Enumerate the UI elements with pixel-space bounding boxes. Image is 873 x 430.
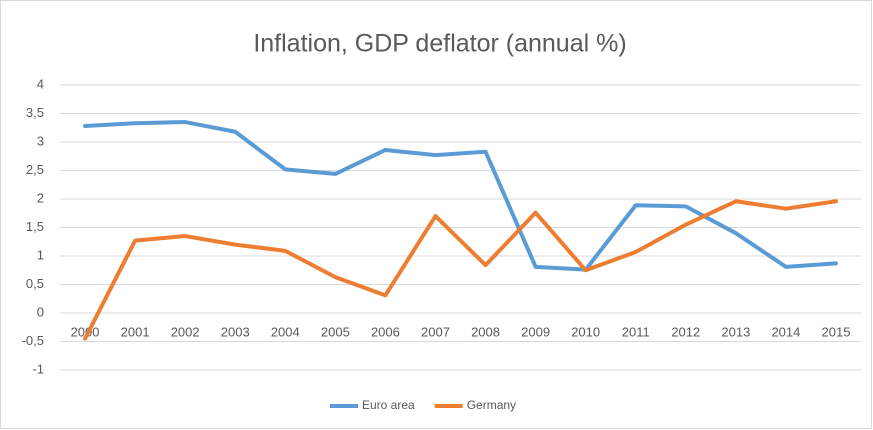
y-tick-label: 3 [37, 133, 44, 148]
y-tick-label: 3,5 [26, 105, 44, 120]
y-tick-label: 0,5 [26, 276, 44, 291]
y-tick-label: 1,5 [26, 219, 44, 234]
data-line [83, 120, 838, 272]
y-tick-label: -1 [32, 361, 44, 376]
x-tick-label: 2012 [671, 324, 700, 339]
x-tick-label: 2010 [571, 324, 600, 339]
x-tick-label: 2003 [221, 324, 250, 339]
x-tick-label: 2002 [171, 324, 200, 339]
legend-label: Germany [467, 398, 516, 412]
x-tick-label: 2005 [321, 324, 350, 339]
chart-title: Inflation, GDP deflator (annual %) [253, 30, 626, 58]
y-tick-label: 2 [37, 190, 44, 205]
y-tick-label: 1 [37, 247, 44, 262]
x-tick-label: 2014 [771, 324, 800, 339]
x-tick-label: 2007 [421, 324, 450, 339]
y-tick-label: -0,5 [22, 333, 44, 348]
x-tick-label: 2004 [271, 324, 300, 339]
data-line [83, 199, 838, 341]
x-tick-label: 2011 [622, 324, 650, 339]
x-tick-label: 2008 [471, 324, 500, 339]
x-tick-label: 2009 [521, 324, 550, 339]
y-tick-label: 2,5 [26, 162, 44, 177]
y-tick-label: 4 [37, 76, 44, 91]
x-tick-label: 2013 [721, 324, 750, 339]
x-tick-label: 2006 [371, 324, 400, 339]
y-tick-label: 0 [37, 304, 44, 319]
x-tick-label: 2001 [121, 324, 150, 339]
legend-label: Euro area [362, 398, 415, 412]
x-tick-label: 2015 [822, 324, 851, 339]
